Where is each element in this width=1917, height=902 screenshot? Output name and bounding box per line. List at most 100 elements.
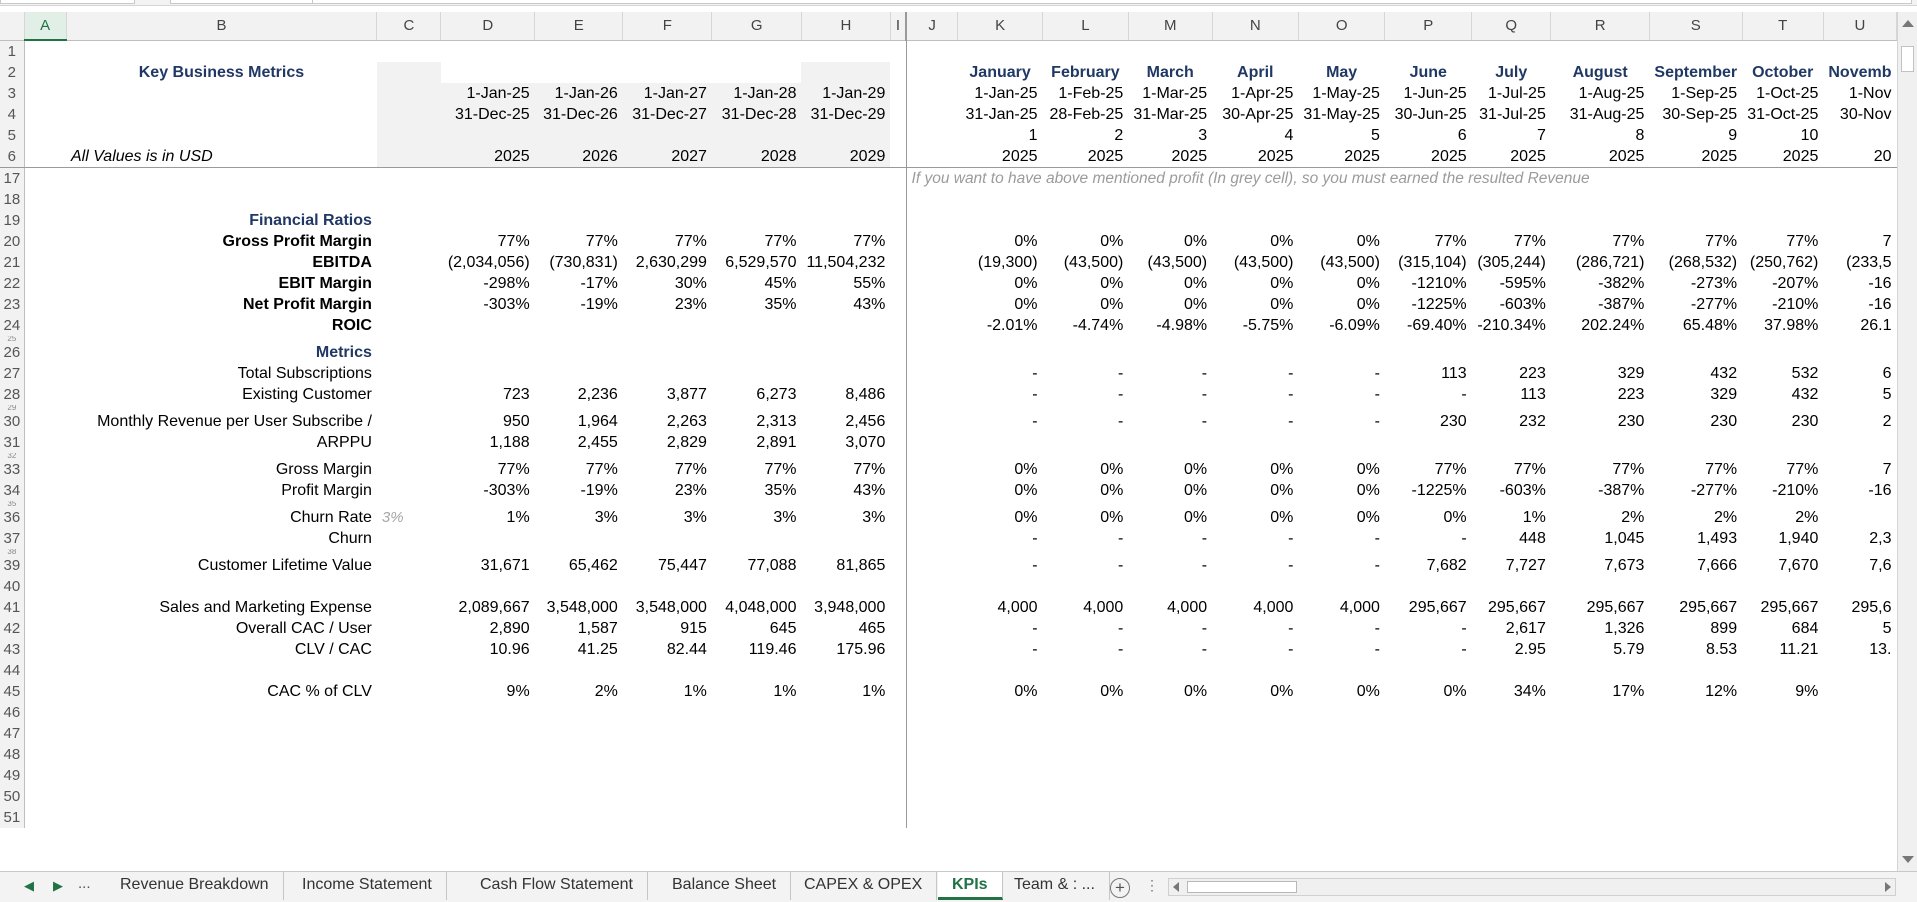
column-header-f[interactable]: F: [622, 12, 713, 41]
monthly-value[interactable]: 113: [1520, 385, 1546, 403]
cell[interactable]: [623, 744, 712, 765]
cell[interactable]: [1823, 210, 1896, 231]
cell-j33[interactable]: [906, 459, 958, 480]
vertical-scrollbar[interactable]: [1897, 12, 1917, 871]
cell[interactable]: [1742, 786, 1823, 807]
cell[interactable]: [1385, 765, 1472, 786]
cell[interactable]: [1212, 189, 1298, 210]
annual-value[interactable]: [623, 363, 712, 384]
column-header-a[interactable]: A: [24, 12, 67, 41]
cell[interactable]: [1043, 210, 1129, 231]
annual-value[interactable]: 915: [680, 619, 707, 637]
monthly-value[interactable]: (268,532): [1668, 253, 1738, 271]
monthly-value[interactable]: [1551, 432, 1650, 453]
row-header[interactable]: 21: [0, 251, 25, 273]
cell[interactable]: [1043, 807, 1129, 828]
cell[interactable]: [441, 807, 535, 828]
cell-j36[interactable]: [906, 507, 958, 528]
cell-a31[interactable]: [24, 432, 66, 453]
cell[interactable]: [801, 342, 890, 363]
annual-value[interactable]: 77,088: [747, 556, 797, 574]
cell-b5[interactable]: [66, 125, 377, 146]
annual-value[interactable]: 2,891: [756, 433, 797, 451]
monthly-value[interactable]: -5.75%: [1242, 316, 1294, 334]
row-header[interactable]: 45: [0, 680, 25, 702]
cell[interactable]: [1298, 576, 1384, 597]
monthly-value[interactable]: 0%: [1356, 232, 1380, 250]
cell[interactable]: [1742, 744, 1823, 765]
monthly-value[interactable]: 329: [1617, 364, 1645, 382]
cell[interactable]: [801, 167, 890, 189]
cell[interactable]: [535, 765, 623, 786]
cell[interactable]: [1212, 786, 1298, 807]
monthly-value[interactable]: 7,670: [1778, 556, 1819, 574]
cell-a6[interactable]: [24, 145, 66, 168]
monthly-value[interactable]: 37.98%: [1764, 316, 1819, 334]
monthly-value[interactable]: 2: [1882, 412, 1892, 430]
monthly-value[interactable]: -4.98%: [1156, 316, 1208, 334]
monthly-value[interactable]: 0%: [1356, 460, 1380, 478]
cell-a42[interactable]: [24, 618, 66, 639]
monthly-value[interactable]: 0%: [1184, 232, 1208, 250]
cell-a22[interactable]: [24, 273, 66, 294]
monthly-value[interactable]: 0%: [1443, 682, 1467, 700]
cell[interactable]: [1742, 576, 1823, 597]
monthly-value[interactable]: [1823, 432, 1896, 453]
monthly-value[interactable]: -: [1032, 412, 1038, 430]
monthly-value[interactable]: 77%: [1786, 460, 1819, 478]
annual-value[interactable]: [712, 363, 802, 384]
cell-c47[interactable]: [377, 723, 441, 744]
cell[interactable]: [535, 744, 623, 765]
monthly-value[interactable]: 7: [1882, 232, 1892, 250]
annual-value[interactable]: [535, 528, 623, 549]
monthly-value[interactable]: 7,666: [1697, 556, 1738, 574]
monthly-value[interactable]: 13.: [1869, 640, 1892, 658]
annual-value[interactable]: 723: [502, 385, 530, 403]
cell[interactable]: [958, 807, 1043, 828]
monthly-value[interactable]: -: [1288, 385, 1294, 403]
cell-c20[interactable]: [377, 231, 441, 252]
cell-b17[interactable]: [66, 167, 377, 189]
annual-value[interactable]: [623, 528, 712, 549]
cell[interactable]: [441, 702, 535, 723]
cell[interactable]: [1551, 765, 1650, 786]
horizontal-scrollbar[interactable]: [1168, 878, 1896, 896]
monthly-value[interactable]: 0%: [1270, 682, 1294, 700]
sheet-tab-income-statement[interactable]: Income Statement: [288, 872, 447, 900]
cell[interactable]: [623, 660, 712, 681]
sheet-tab-balance-sheet[interactable]: Balance Sheet: [658, 872, 792, 900]
cell[interactable]: [1212, 342, 1298, 363]
annual-value[interactable]: 3%: [594, 508, 618, 526]
annual-value[interactable]: 2,890: [489, 619, 530, 637]
cell[interactable]: [958, 189, 1043, 210]
row-header[interactable]: 35: [0, 500, 25, 507]
annual-value[interactable]: [441, 363, 535, 384]
cell-c33[interactable]: [377, 459, 441, 480]
monthly-value[interactable]: 0%: [1356, 682, 1380, 700]
monthly-value[interactable]: -277%: [1690, 481, 1738, 499]
cell[interactable]: [1385, 786, 1472, 807]
cell[interactable]: [623, 786, 712, 807]
monthly-value[interactable]: 65.48%: [1682, 316, 1738, 334]
cell-a47[interactable]: [24, 723, 66, 744]
cell-j39[interactable]: [906, 555, 958, 576]
monthly-value[interactable]: 202.24%: [1581, 316, 1645, 334]
monthly-value[interactable]: -: [1201, 619, 1208, 637]
cell[interactable]: [712, 210, 802, 231]
monthly-value[interactable]: -: [1201, 556, 1208, 574]
cell-c21[interactable]: [377, 252, 441, 273]
cell[interactable]: [1043, 723, 1129, 744]
cell[interactable]: [1742, 702, 1823, 723]
cell-j22[interactable]: [906, 273, 958, 294]
monthly-value[interactable]: 0%: [1100, 274, 1124, 292]
cell[interactable]: [958, 210, 1043, 231]
annual-value[interactable]: 2,313: [756, 412, 797, 430]
cell-c3[interactable]: [376, 82, 441, 104]
annual-value[interactable]: 10.96: [489, 640, 530, 658]
monthly-value[interactable]: 77%: [1786, 232, 1819, 250]
cell-j31[interactable]: [906, 432, 958, 453]
cell[interactable]: [623, 765, 712, 786]
annual-value[interactable]: 77%: [853, 232, 886, 250]
monthly-value[interactable]: 77%: [1705, 232, 1738, 250]
cell-a37[interactable]: [24, 528, 66, 549]
